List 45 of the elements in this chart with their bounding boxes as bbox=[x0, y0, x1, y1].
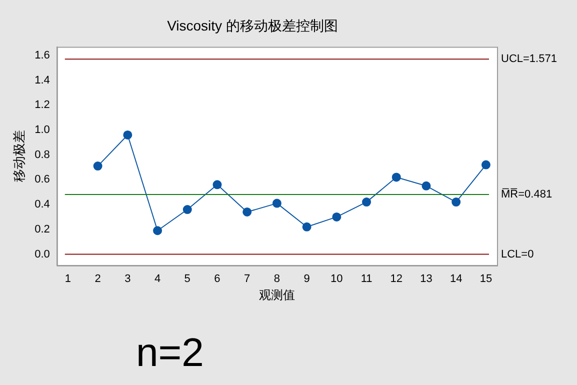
chart-title: Viscosity 的移动极差控制图 bbox=[167, 17, 338, 34]
point bbox=[153, 226, 162, 236]
x-tick-label: 10 bbox=[330, 273, 343, 286]
ref-line-label: UCL=1.571 bbox=[501, 53, 557, 66]
y-tick-label: 1.6 bbox=[34, 50, 50, 62]
y-tick-label: 1.0 bbox=[34, 124, 50, 136]
y-tick-label: 0.0 bbox=[34, 248, 50, 260]
x-tick-label: 5 bbox=[184, 273, 190, 286]
point bbox=[302, 222, 312, 232]
point bbox=[481, 160, 490, 170]
x-axis-title: 观测值 bbox=[258, 288, 295, 302]
x-tick-label: 8 bbox=[274, 273, 280, 286]
x-tick-label: 2 bbox=[94, 273, 101, 286]
point bbox=[182, 205, 192, 214]
x-tick-label: 6 bbox=[214, 273, 220, 286]
point bbox=[212, 180, 222, 190]
x-tick-label: 14 bbox=[450, 273, 462, 286]
ref-line-label: M̅R̅=0.481 bbox=[501, 188, 552, 201]
y-tick-label: 0.6 bbox=[34, 174, 50, 186]
x-tick-label: 11 bbox=[360, 273, 372, 286]
y-axis-title: 移动极差 bbox=[11, 130, 26, 182]
x-tick-label: 1 bbox=[64, 273, 71, 286]
y-tick-label: 1.2 bbox=[34, 99, 50, 112]
y-tick-label: 0.2 bbox=[34, 223, 50, 236]
y-tick-label: 1.4 bbox=[34, 74, 50, 86]
text: n=2 bbox=[136, 331, 204, 375]
x-tick-label: 9 bbox=[304, 273, 310, 286]
point bbox=[93, 162, 102, 171]
y-tick-label: 0.8 bbox=[34, 148, 50, 161]
point bbox=[242, 207, 252, 216]
point bbox=[332, 212, 342, 222]
point bbox=[123, 130, 132, 140]
x-tick-label: 7 bbox=[244, 273, 250, 286]
ref-line-label: LCL=0 bbox=[501, 248, 534, 260]
x-tick-label: 13 bbox=[420, 273, 432, 286]
x-tick-label: 3 bbox=[124, 273, 131, 286]
point bbox=[452, 198, 461, 207]
x-tick-label: 15 bbox=[480, 273, 492, 286]
point bbox=[392, 172, 401, 182]
point bbox=[422, 181, 431, 190]
x-tick-label: 12 bbox=[390, 273, 403, 286]
point bbox=[362, 198, 372, 207]
x-tick-label: 4 bbox=[154, 273, 161, 286]
y-tick-label: 0.4 bbox=[34, 198, 50, 211]
point bbox=[272, 198, 282, 208]
